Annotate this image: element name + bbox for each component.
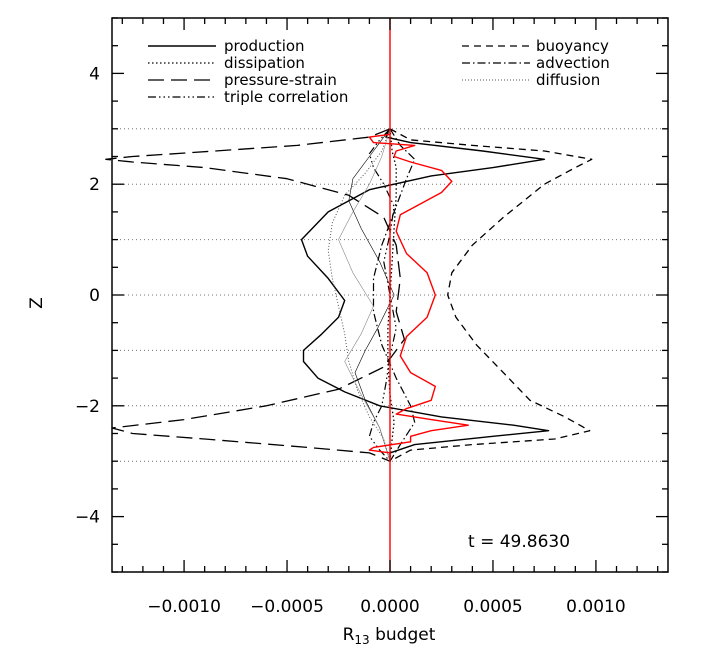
x-tick-labels: −0.0010 −0.0005 0.0000 0.0005 0.0010 xyxy=(147,597,625,617)
legend-label: dissipation xyxy=(224,54,305,72)
series-line-pressure-strain xyxy=(105,128,406,462)
x-axis-title-main: R xyxy=(343,625,355,645)
series-layer xyxy=(105,18,593,572)
y-tick-labels: 4 2 0 −2 −4 xyxy=(75,64,100,527)
series-line-buoyancy xyxy=(389,128,593,462)
x-tick-label: 0.0010 xyxy=(566,597,625,617)
y-tick-label: −2 xyxy=(75,397,100,417)
horizontal-gridlines xyxy=(112,128,668,462)
legend-label: advection xyxy=(536,54,610,72)
x-axis-title-rest: budget xyxy=(370,625,436,645)
series-line-production xyxy=(300,128,550,462)
y-tick-label: −4 xyxy=(75,508,100,528)
y-axis-title: Z xyxy=(27,297,47,309)
legend-label: triple correlation xyxy=(224,88,348,106)
legend: productiondissipationpressure-straintrip… xyxy=(148,37,610,106)
series-line xyxy=(348,128,395,462)
x-tick-label: −0.0005 xyxy=(250,597,324,617)
time-annotation: t = 49.8630 xyxy=(468,532,570,552)
legend-label: production xyxy=(224,37,305,55)
y-tick-label: 4 xyxy=(89,64,100,84)
x-tick-label: 0.0005 xyxy=(463,597,522,617)
axis-ticks xyxy=(112,17,668,573)
x-tick-label: 0.0000 xyxy=(360,597,419,617)
x-axis-title: R13 budget xyxy=(343,625,436,647)
legend-label: buoyancy xyxy=(536,37,609,55)
y-tick-label: 0 xyxy=(89,286,100,306)
legend-label: diffusion xyxy=(536,71,600,89)
series-line xyxy=(338,128,391,462)
x-axis-title-subscript: 13 xyxy=(354,633,369,647)
series-line-diffusion xyxy=(327,128,391,462)
series-line xyxy=(368,133,469,454)
y-tick-label: 2 xyxy=(89,175,100,195)
x-tick-label: −0.0010 xyxy=(147,597,221,617)
legend-label: pressure-strain xyxy=(224,71,337,89)
